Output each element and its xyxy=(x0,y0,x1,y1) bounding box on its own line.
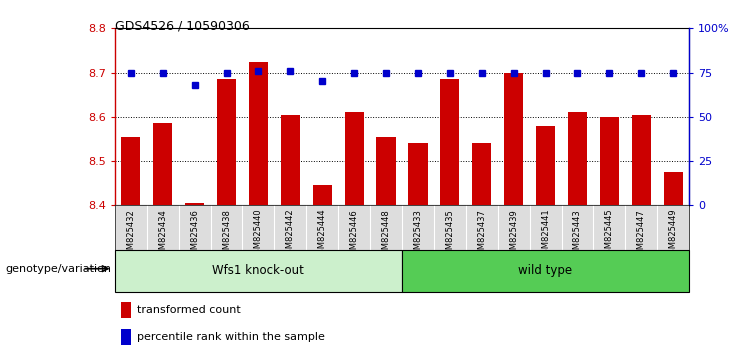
Bar xyxy=(376,137,396,205)
Text: GSM825437: GSM825437 xyxy=(477,209,486,260)
Text: GSM825440: GSM825440 xyxy=(254,209,263,259)
Text: GSM825438: GSM825438 xyxy=(222,209,231,260)
Bar xyxy=(313,185,332,205)
Text: GSM825441: GSM825441 xyxy=(541,209,550,259)
Text: GDS4526 / 10590306: GDS4526 / 10590306 xyxy=(115,19,250,33)
Bar xyxy=(631,115,651,205)
Bar xyxy=(472,143,491,205)
Text: GSM825446: GSM825446 xyxy=(350,209,359,259)
Text: GSM825448: GSM825448 xyxy=(382,209,391,259)
Bar xyxy=(440,79,459,205)
Text: GSM825436: GSM825436 xyxy=(190,209,199,260)
Text: GSM825444: GSM825444 xyxy=(318,209,327,259)
Bar xyxy=(664,172,682,205)
Bar xyxy=(408,143,428,205)
Text: GSM825434: GSM825434 xyxy=(159,209,167,259)
Bar xyxy=(249,62,268,205)
Bar xyxy=(121,302,131,318)
Bar xyxy=(153,124,172,205)
Text: GSM825435: GSM825435 xyxy=(445,209,454,259)
Bar xyxy=(122,137,140,205)
Bar xyxy=(504,73,523,205)
Bar xyxy=(402,250,689,292)
Bar xyxy=(281,115,300,205)
Text: GSM825439: GSM825439 xyxy=(509,209,518,259)
Text: GSM825433: GSM825433 xyxy=(413,209,422,260)
Text: transformed count: transformed count xyxy=(136,305,240,315)
Bar xyxy=(599,117,619,205)
Bar xyxy=(121,329,131,345)
Bar xyxy=(345,113,364,205)
Text: GSM825443: GSM825443 xyxy=(573,209,582,259)
Bar xyxy=(115,250,402,292)
Bar xyxy=(217,79,236,205)
Bar xyxy=(536,126,555,205)
Text: Wfs1 knock-out: Wfs1 knock-out xyxy=(213,264,305,277)
Text: GSM825445: GSM825445 xyxy=(605,209,614,259)
Text: GSM825442: GSM825442 xyxy=(286,209,295,259)
Text: wild type: wild type xyxy=(519,264,573,277)
Text: GSM825449: GSM825449 xyxy=(668,209,678,259)
Text: GSM825447: GSM825447 xyxy=(637,209,645,259)
Bar xyxy=(568,113,587,205)
Text: GSM825432: GSM825432 xyxy=(126,209,136,259)
Bar xyxy=(185,203,205,205)
Text: genotype/variation: genotype/variation xyxy=(6,264,112,274)
Text: percentile rank within the sample: percentile rank within the sample xyxy=(136,332,325,342)
